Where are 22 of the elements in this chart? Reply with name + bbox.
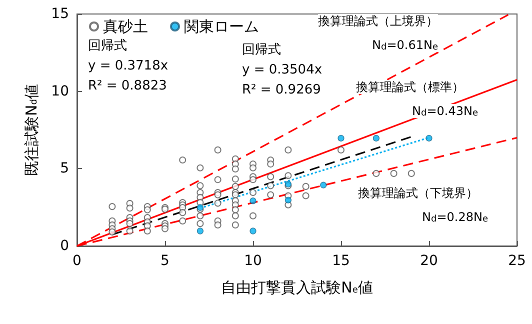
y-axis-title: 既往試験Nd値 (22, 84, 40, 176)
x-axis-title: 自由打撃貫入試験Ne値 (221, 278, 373, 296)
y-tick-label: 5 (60, 160, 69, 177)
legend-label: 関東ローム (184, 18, 259, 36)
x-tick-label: 25 (508, 253, 526, 269)
x-tick-label: 0 (72, 253, 82, 269)
y-tick-label: 10 (51, 83, 69, 100)
x-tick-label: 15 (332, 253, 350, 269)
y-tick-label: 15 (51, 6, 69, 22)
annotation: Nd=0.28Ne (422, 210, 488, 224)
annotation: 回帰式 y = 0.3718x R² = 0.8823 (88, 38, 168, 94)
x-tick-label: 5 (160, 253, 170, 269)
legend-label: 真砂土 (103, 18, 148, 36)
y-tick-label: 0 (60, 238, 69, 254)
x-tick-label: 10 (244, 253, 262, 269)
x-tick-label: 20 (420, 253, 438, 269)
annotation: 換算理論式（上境界） (318, 14, 438, 28)
annotation: 換算理論式（標準） (356, 80, 464, 94)
annotation: Nd=0.43Ne (412, 104, 478, 118)
annotation: Nd=0.61Ne (372, 38, 438, 52)
annotation: 換算理論式（下境界） (358, 186, 478, 200)
annotation: 回帰式 y = 0.3504x R² = 0.9269 (242, 42, 322, 98)
